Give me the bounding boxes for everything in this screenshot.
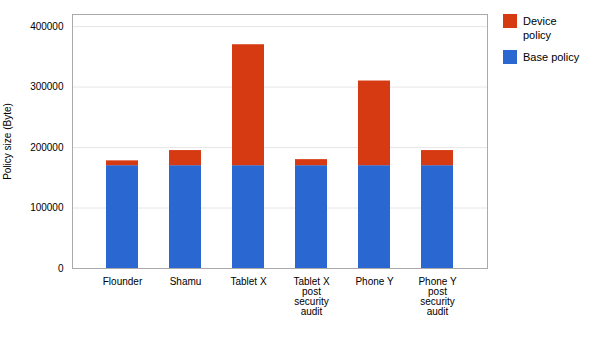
html-text:Device policy: Device policy: [523, 15, 557, 41]
svg-text:400000: 400000: [30, 21, 64, 32]
svg-text:Flounder: Flounder: [103, 276, 143, 287]
html-text:Base policy: Base policy: [523, 51, 580, 63]
svg-text:Tablet X: Tablet X: [230, 276, 266, 287]
svg-text:Phone Ypostsecurityaudit: Phone Ypostsecurityaudit: [418, 276, 457, 317]
svg-text:Policy size (Byte): Policy size (Byte): [2, 103, 13, 180]
svg-text:Tablet Xpostsecurityaudit: Tablet Xpostsecurityaudit: [293, 276, 329, 317]
svg-text:100000: 100000: [30, 202, 64, 213]
svg-text:Shamu: Shamu: [170, 276, 202, 287]
svg-text:300000: 300000: [30, 81, 64, 92]
svg-text:Phone Y: Phone Y: [355, 276, 394, 287]
svg-text:200000: 200000: [30, 142, 64, 153]
svg-text:0: 0: [58, 263, 64, 274]
